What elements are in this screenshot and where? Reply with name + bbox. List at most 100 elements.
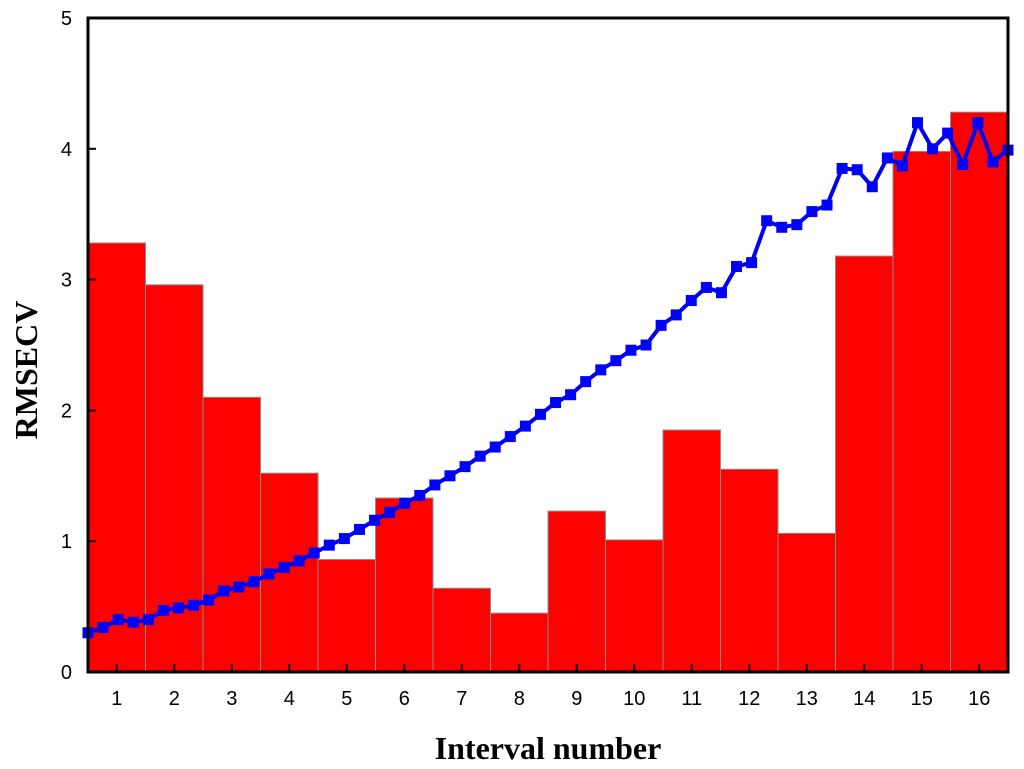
y-tick-label-2: 2 bbox=[61, 400, 72, 422]
line-point-33 bbox=[565, 389, 577, 401]
bar-7 bbox=[432, 587, 491, 673]
line-point-48 bbox=[791, 219, 803, 231]
line-point-53 bbox=[866, 181, 878, 193]
line-point-13 bbox=[263, 568, 275, 580]
line-point-49 bbox=[806, 206, 818, 218]
line-point-15 bbox=[293, 555, 305, 567]
line-point-61 bbox=[987, 156, 999, 168]
line-point-58 bbox=[942, 127, 954, 139]
plot-frame bbox=[86, 16, 1010, 674]
x-tick-label-14: 14 bbox=[853, 688, 875, 710]
line-point-47 bbox=[776, 221, 788, 233]
x-tick-label-1: 1 bbox=[111, 688, 122, 710]
y-tick-label-5: 5 bbox=[61, 8, 72, 30]
bar-14 bbox=[835, 255, 894, 673]
line-point-25 bbox=[444, 470, 456, 482]
line-point-7 bbox=[172, 602, 184, 614]
line-point-57 bbox=[927, 143, 939, 155]
x-tick-label-7: 7 bbox=[456, 688, 467, 710]
x-axis-title: Interval number bbox=[435, 730, 662, 766]
x-tick-label-8: 8 bbox=[514, 688, 525, 710]
bar-9 bbox=[547, 510, 606, 673]
line-series-group bbox=[82, 116, 1014, 639]
line-point-60 bbox=[972, 117, 984, 129]
y-tick-label-0: 0 bbox=[61, 662, 72, 684]
line-point-16 bbox=[308, 547, 320, 559]
line-point-20 bbox=[369, 514, 381, 526]
line-point-18 bbox=[338, 533, 350, 545]
line-point-2 bbox=[97, 622, 109, 634]
x-tick-label-2: 2 bbox=[169, 688, 180, 710]
line-point-56 bbox=[912, 117, 924, 129]
line-point-24 bbox=[429, 479, 441, 491]
line-point-32 bbox=[550, 397, 562, 409]
bar-13 bbox=[777, 532, 836, 673]
line-point-23 bbox=[414, 489, 426, 501]
line-point-37 bbox=[625, 344, 637, 356]
line-point-43 bbox=[715, 287, 727, 299]
line-point-22 bbox=[399, 497, 411, 509]
y-axis-title: RMSECV bbox=[8, 301, 44, 440]
line-point-21 bbox=[384, 506, 396, 518]
bar-11 bbox=[662, 429, 721, 673]
line-point-40 bbox=[670, 309, 682, 321]
line-point-10 bbox=[218, 585, 230, 597]
bar-12 bbox=[720, 468, 779, 673]
line-point-12 bbox=[248, 576, 260, 588]
x-tick-label-13: 13 bbox=[796, 688, 818, 710]
line-point-50 bbox=[821, 199, 833, 211]
x-tick-label-16: 16 bbox=[968, 688, 990, 710]
line-point-30 bbox=[519, 420, 531, 432]
line-point-19 bbox=[353, 523, 365, 535]
line-point-38 bbox=[640, 339, 652, 351]
line-point-28 bbox=[489, 441, 501, 453]
line-point-6 bbox=[157, 605, 169, 617]
bar-6 bbox=[375, 497, 434, 673]
bar-10 bbox=[605, 539, 664, 673]
line-point-11 bbox=[233, 581, 245, 593]
bar-1 bbox=[87, 242, 146, 673]
line-point-34 bbox=[580, 376, 592, 388]
y-tick-label-1: 1 bbox=[61, 531, 72, 553]
x-tick-label-3: 3 bbox=[226, 688, 237, 710]
x-tick-label-4: 4 bbox=[284, 688, 295, 710]
x-tick-label-5: 5 bbox=[341, 688, 352, 710]
line-point-51 bbox=[836, 162, 848, 174]
line-point-45 bbox=[746, 257, 758, 269]
line-point-44 bbox=[731, 261, 743, 273]
bar-3 bbox=[202, 396, 261, 673]
line-point-31 bbox=[534, 408, 546, 420]
line-point-35 bbox=[595, 364, 607, 376]
line-point-4 bbox=[127, 616, 139, 628]
bar-16 bbox=[950, 111, 1009, 673]
bar-15 bbox=[892, 150, 951, 673]
bar-8 bbox=[490, 612, 549, 673]
x-tick-label-15: 15 bbox=[911, 688, 933, 710]
line-point-27 bbox=[474, 450, 486, 462]
line-point-17 bbox=[323, 539, 335, 551]
line-point-59 bbox=[957, 158, 969, 170]
bar-5 bbox=[317, 559, 376, 673]
line-point-41 bbox=[685, 295, 697, 307]
x-tick-label-12: 12 bbox=[738, 688, 760, 710]
line-point-5 bbox=[142, 614, 154, 626]
line-point-8 bbox=[188, 599, 200, 611]
x-tick-label-6: 6 bbox=[399, 688, 410, 710]
x-tick-label-9: 9 bbox=[571, 688, 582, 710]
line-point-46 bbox=[761, 215, 773, 227]
line-point-14 bbox=[278, 561, 290, 573]
line-point-29 bbox=[504, 431, 516, 443]
line-point-26 bbox=[459, 461, 471, 473]
line-point-52 bbox=[851, 164, 863, 176]
line-point-42 bbox=[700, 281, 712, 293]
line-point-36 bbox=[610, 355, 622, 367]
x-tick-label-10: 10 bbox=[623, 688, 645, 710]
y-tick-label-4: 4 bbox=[61, 139, 72, 161]
x-tick-label-11: 11 bbox=[681, 688, 702, 710]
line-point-39 bbox=[655, 319, 667, 331]
line-point-54 bbox=[881, 152, 893, 164]
line-point-55 bbox=[896, 160, 908, 172]
y-tick-label-3: 3 bbox=[61, 270, 72, 292]
